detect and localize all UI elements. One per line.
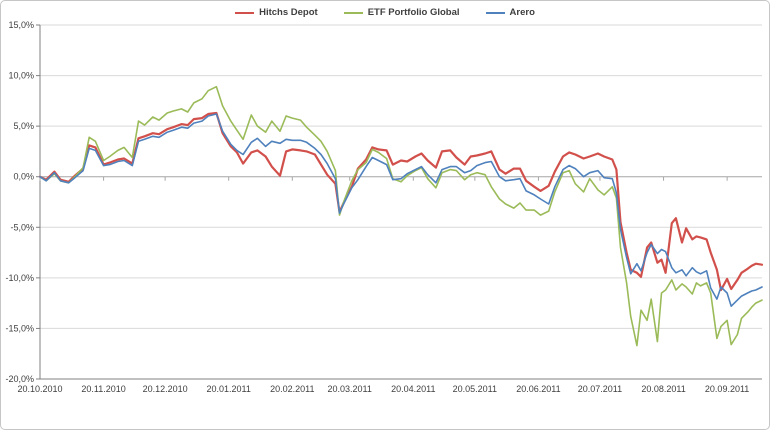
y-axis-label: -5,0% — [10, 222, 34, 232]
y-axis-label: -10,0% — [5, 273, 34, 283]
x-axis-label: 20.05.2011 — [453, 384, 497, 394]
x-axis-label: 20.09.2011 — [705, 384, 749, 394]
y-axis-label: -20,0% — [5, 374, 34, 384]
y-axis-label: 0,0% — [13, 172, 34, 182]
x-axis-label: 20.08.2011 — [641, 384, 685, 394]
x-axis-label: 20.11.2010 — [81, 384, 125, 394]
x-axis-label: 20.04.2011 — [391, 384, 435, 394]
y-axis-label: 15,0% — [8, 20, 34, 30]
x-axis-label: 20.01.2011 — [207, 384, 251, 394]
y-axis-label: -15,0% — [5, 323, 34, 333]
series-line-arero — [39, 113, 763, 308]
series-line-hitchs-depot — [38, 111, 764, 292]
x-axis-label: 20.12.2010 — [143, 384, 188, 394]
series-line-etf-portfolio-global — [39, 85, 763, 347]
x-axis-label: 20.07.2011 — [578, 384, 622, 394]
x-axis-label: 20.10.2010 — [17, 384, 62, 394]
x-axis-label: 20.03.2011 — [328, 384, 372, 394]
x-axis-label: 20.06.2011 — [516, 384, 560, 394]
y-axis-label: 10,0% — [8, 71, 34, 81]
x-axis-label: 20.02.2011 — [270, 384, 314, 394]
y-axis-label: 5,0% — [13, 121, 34, 131]
